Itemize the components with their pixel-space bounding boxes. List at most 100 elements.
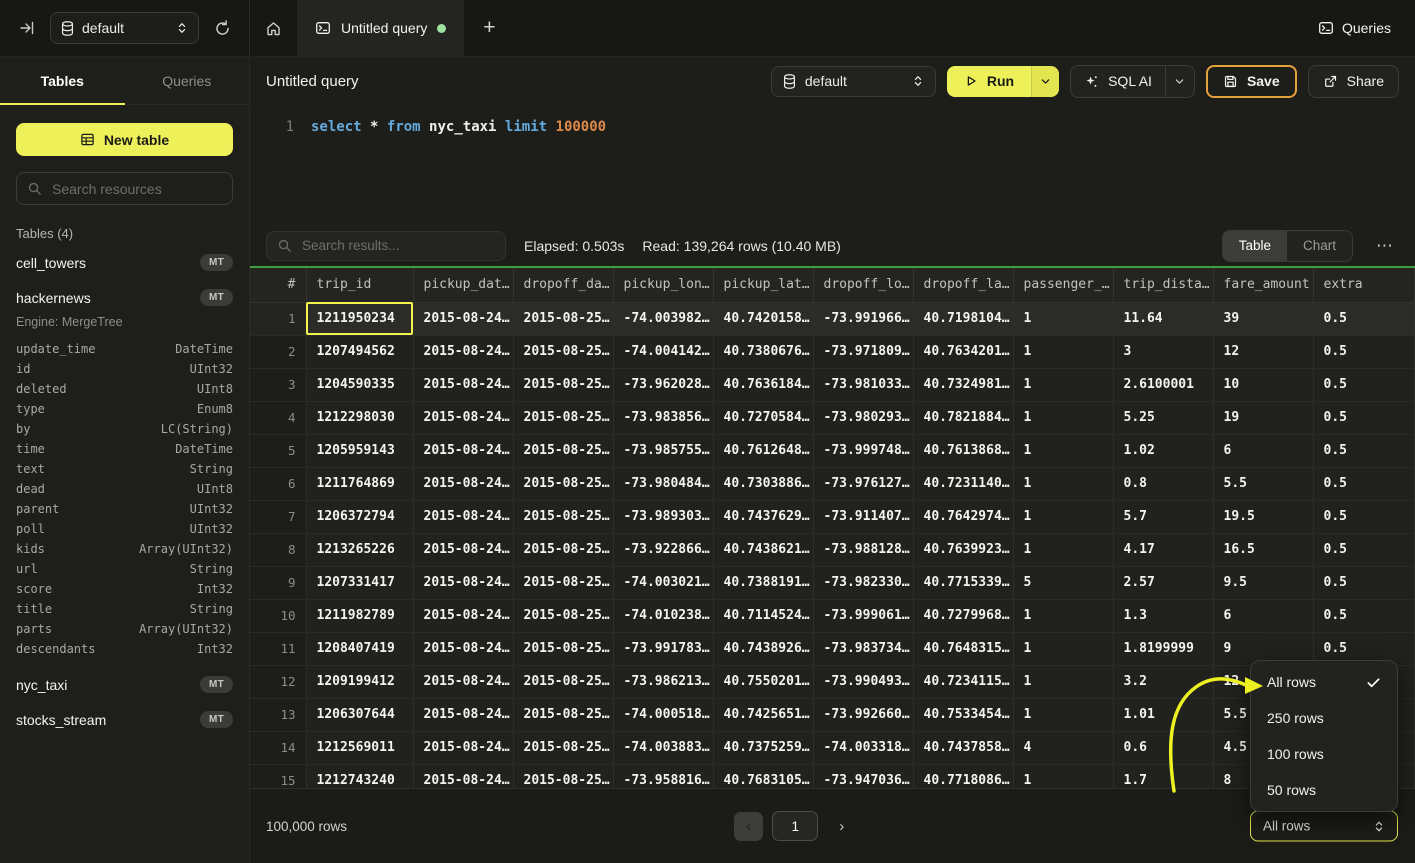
table-cell[interactable]: 40.7420158… bbox=[713, 302, 814, 336]
row-number-cell[interactable]: 1 bbox=[250, 302, 307, 336]
table-cell[interactable]: 1 bbox=[1013, 599, 1114, 633]
table-cell[interactable]: 3.2 bbox=[1113, 665, 1214, 699]
column-row[interactable]: parts Array(UInt32) bbox=[16, 619, 233, 639]
column-row[interactable]: by LC(String) bbox=[16, 419, 233, 439]
row-number-cell[interactable]: 5 bbox=[250, 434, 307, 468]
results-search-input[interactable] bbox=[300, 237, 495, 254]
row-number-cell[interactable]: 8 bbox=[250, 533, 307, 567]
table-cell[interactable]: 2015-08-25… bbox=[513, 698, 614, 732]
table-cell[interactable]: 1 bbox=[1013, 764, 1114, 788]
table-cell[interactable]: 2015-08-25… bbox=[513, 632, 614, 666]
table-cell[interactable]: 40.7425651… bbox=[713, 698, 814, 732]
column-row[interactable]: deleted UInt8 bbox=[16, 379, 233, 399]
column-row[interactable]: parent UInt32 bbox=[16, 499, 233, 519]
table-cell[interactable]: 2015-08-25… bbox=[513, 566, 614, 600]
table-cell[interactable]: 2015-08-25… bbox=[513, 368, 614, 402]
new-tab-button[interactable]: + bbox=[483, 16, 496, 39]
table-cell[interactable]: 1206307644 bbox=[306, 698, 414, 732]
table-cell[interactable]: -73.992660… bbox=[813, 698, 914, 732]
results-search[interactable] bbox=[266, 230, 506, 261]
collapse-sidebar-button[interactable] bbox=[13, 14, 41, 42]
sidebar-item-hackernews[interactable]: hackernews MT bbox=[0, 280, 249, 315]
table-cell[interactable]: 2015-08-24… bbox=[413, 434, 514, 468]
table-cell[interactable]: 40.7636184… bbox=[713, 368, 814, 402]
results-more-button[interactable]: ⋯ bbox=[1376, 235, 1394, 255]
table-cell[interactable]: 2015-08-24… bbox=[413, 500, 514, 534]
sql-ai-button-main[interactable]: SQL AI bbox=[1071, 66, 1165, 97]
share-button[interactable]: Share bbox=[1307, 64, 1399, 98]
table-cell[interactable]: 2015-08-24… bbox=[413, 566, 514, 600]
column-row[interactable]: descendants Int32 bbox=[16, 639, 233, 659]
table-cell[interactable]: 0.5 bbox=[1313, 566, 1415, 600]
table-cell[interactable]: -73.985755… bbox=[613, 434, 714, 468]
table-cell[interactable]: 2015-08-24… bbox=[413, 533, 514, 567]
table-cell[interactable]: -73.958816… bbox=[613, 764, 714, 788]
run-button-main[interactable]: Run bbox=[946, 65, 1032, 97]
table-cell[interactable]: 1211982789 bbox=[306, 599, 414, 633]
table-cell[interactable]: 1.02 bbox=[1113, 434, 1214, 468]
table-cell[interactable]: -73.962028… bbox=[613, 368, 714, 402]
row-number-cell[interactable]: 6 bbox=[250, 467, 307, 501]
table-cell[interactable]: 6 bbox=[1213, 434, 1314, 468]
table-cell[interactable]: 1.3 bbox=[1113, 599, 1214, 633]
table-cell[interactable]: 40.7279968… bbox=[913, 599, 1014, 633]
table-cell[interactable]: 40.7270584… bbox=[713, 401, 814, 435]
table-cell[interactable]: 0.6 bbox=[1113, 731, 1214, 765]
row-number-cell[interactable]: 10 bbox=[250, 599, 307, 633]
table-cell[interactable]: -73.982330… bbox=[813, 566, 914, 600]
table-cell[interactable]: 3 bbox=[1113, 335, 1214, 369]
table-cell[interactable]: 4.17 bbox=[1113, 533, 1214, 567]
table-cell[interactable]: -73.976127… bbox=[813, 467, 914, 501]
table-cell[interactable]: -73.986213… bbox=[613, 665, 714, 699]
view-toggle-chart[interactable]: Chart bbox=[1286, 230, 1352, 261]
run-options-button[interactable] bbox=[1031, 65, 1060, 97]
table-cell[interactable]: -74.003883… bbox=[613, 731, 714, 765]
table-cell[interactable]: 0.5 bbox=[1313, 500, 1415, 534]
table-cell[interactable]: 2015-08-25… bbox=[513, 434, 614, 468]
row-number-cell[interactable]: 3 bbox=[250, 368, 307, 402]
table-cell[interactable]: 1213265226 bbox=[306, 533, 414, 567]
table-cell[interactable]: -73.991966… bbox=[813, 302, 914, 336]
table-cell[interactable]: 1212298030 bbox=[306, 401, 414, 435]
table-cell[interactable]: 39 bbox=[1213, 302, 1314, 336]
row-number-cell[interactable]: 11 bbox=[250, 632, 307, 666]
table-cell[interactable]: -73.911407… bbox=[813, 500, 914, 534]
table-cell[interactable]: 40.7612648… bbox=[713, 434, 814, 468]
table-cell[interactable]: 40.7438621… bbox=[713, 533, 814, 567]
save-button[interactable]: Save bbox=[1205, 64, 1297, 98]
home-button[interactable] bbox=[250, 0, 297, 56]
row-number-cell[interactable]: 13 bbox=[250, 698, 307, 732]
table-cell[interactable]: 40.7821884… bbox=[913, 401, 1014, 435]
table-cell[interactable]: 5.7 bbox=[1113, 500, 1214, 534]
table-cell[interactable]: 2015-08-24… bbox=[413, 632, 514, 666]
table-cell[interactable]: 2015-08-25… bbox=[513, 665, 614, 699]
table-cell[interactable]: 1 bbox=[1013, 467, 1114, 501]
table-cell[interactable]: 5.5 bbox=[1213, 467, 1314, 501]
table-cell[interactable]: -73.947036… bbox=[813, 764, 914, 788]
table-cell[interactable]: 1 bbox=[1013, 533, 1114, 567]
row-number-cell[interactable]: 12 bbox=[250, 665, 307, 699]
table-cell[interactable]: 1 bbox=[1013, 500, 1114, 534]
table-cell[interactable]: 40.7533454… bbox=[913, 698, 1014, 732]
table-cell[interactable]: 40.7324981… bbox=[913, 368, 1014, 402]
table-cell[interactable]: 2.57 bbox=[1113, 566, 1214, 600]
table-cell[interactable]: 2015-08-25… bbox=[513, 467, 614, 501]
table-cell[interactable]: 40.7718086… bbox=[913, 764, 1014, 788]
table-cell[interactable]: 1 bbox=[1013, 335, 1114, 369]
table-cell[interactable]: -73.983856… bbox=[613, 401, 714, 435]
table-cell[interactable]: 1 bbox=[1013, 434, 1114, 468]
column-row[interactable]: dead UInt8 bbox=[16, 479, 233, 499]
table-cell[interactable]: 2015-08-25… bbox=[513, 731, 614, 765]
table-cell[interactable]: 1212569011 bbox=[306, 731, 414, 765]
table-cell[interactable]: 1 bbox=[1013, 698, 1114, 732]
table-cell[interactable]: 40.7114524… bbox=[713, 599, 814, 633]
column-row[interactable]: score Int32 bbox=[16, 579, 233, 599]
table-cell[interactable]: -73.989303… bbox=[613, 500, 714, 534]
table-cell[interactable]: 40.7388191… bbox=[713, 566, 814, 600]
table-cell[interactable]: 5.25 bbox=[1113, 401, 1214, 435]
table-cell[interactable]: 40.7303886… bbox=[713, 467, 814, 501]
resource-search-input[interactable] bbox=[50, 179, 222, 198]
column-header[interactable]: extra bbox=[1313, 268, 1415, 303]
table-cell[interactable]: -73.983734… bbox=[813, 632, 914, 666]
current-page-input[interactable]: 1 bbox=[772, 811, 819, 841]
